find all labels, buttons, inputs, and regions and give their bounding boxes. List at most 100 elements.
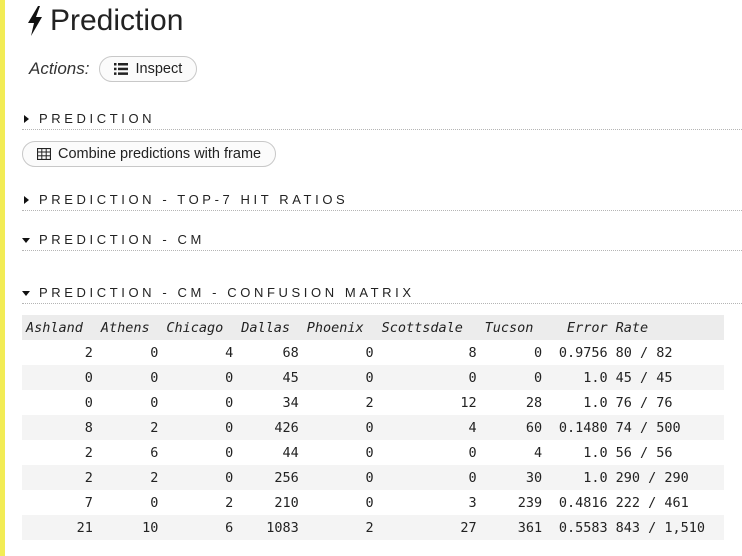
actions-label: Actions:	[29, 59, 90, 78]
table-cell: 6	[150, 444, 159, 461]
table-cell: 1.0	[546, 365, 612, 390]
table-cell: 239	[517, 494, 543, 511]
inspect-button-label: Inspect	[135, 61, 183, 77]
table-cell: 0	[365, 494, 374, 511]
table-row: 2 6 0 44 0 0 4 1.0 56 / 56	[22, 440, 724, 465]
page-title-text: Prediction	[50, 4, 184, 37]
section-prediction-label: PREDICTION	[39, 111, 156, 126]
table-cell: 21	[22, 515, 97, 540]
column-header-tucson: Tucson	[480, 315, 547, 340]
combine-predictions-label: Combine predictions with frame	[58, 146, 262, 162]
section-prediction[interactable]: PREDICTION	[22, 111, 742, 130]
combine-predictions-button[interactable]: Combine predictions with frame	[22, 141, 277, 167]
inspect-button[interactable]: Inspect	[99, 56, 198, 82]
table-cell: 45 / 45	[611, 365, 724, 390]
table-cell: 0	[365, 344, 374, 361]
table-cell: 6	[162, 515, 238, 540]
table-cell: 0	[162, 465, 238, 490]
table-cell: 0	[302, 465, 378, 490]
table-cell: 0	[162, 365, 238, 390]
list-icon	[114, 63, 129, 75]
table-cell: 0.5583	[546, 515, 612, 540]
section-confusion-matrix[interactable]: PREDICTION - CM - CONFUSION MATRIX	[22, 285, 742, 304]
table-cell: 2	[302, 515, 378, 540]
page-title: Prediction	[26, 4, 183, 38]
caret-down-icon	[22, 290, 30, 296]
table-cell: 0	[302, 365, 378, 390]
table-cell: 60	[480, 415, 547, 440]
table-cell: 1083	[237, 515, 303, 540]
caret-right-icon	[24, 195, 29, 204]
table-cell: 8	[468, 344, 477, 361]
table-cell: 2	[96, 415, 163, 440]
table-cell: 68	[282, 344, 299, 361]
table-cell: 0	[162, 415, 238, 440]
column-header-dallas: Dallas	[237, 315, 303, 340]
table-cell: 1.0	[583, 444, 608, 461]
table-cell: 0	[480, 365, 547, 390]
table-cell: 28	[525, 394, 543, 411]
table-cell: 8	[22, 415, 97, 440]
section-prediction-cm[interactable]: PREDICTION - CM	[22, 232, 742, 251]
table-cell: 361	[480, 515, 547, 540]
table-cell: 0	[96, 365, 163, 390]
table-row: 7 0 2 210 0 3 239 0.4816 222 / 461	[22, 490, 724, 515]
table-cell: 0	[225, 394, 234, 411]
caret-down-icon	[22, 237, 30, 243]
section-top7-hit-ratios[interactable]: PREDICTION - TOP-7 HIT RATIOS	[22, 192, 742, 211]
table-cell: 0	[22, 365, 97, 390]
table-cell: 10	[96, 515, 163, 540]
column-header-athens: Athens	[96, 315, 163, 340]
table-cell: 80 / 82	[615, 344, 673, 361]
table-cell: 290 / 290	[611, 465, 724, 490]
table-cell: 0	[533, 344, 543, 361]
column-header-error: Error	[546, 315, 612, 340]
section-confusion-matrix-label: PREDICTION - CM - CONFUSION MATRIX	[39, 285, 415, 300]
column-header-rate: Rate	[611, 315, 724, 340]
table-cell: 0	[150, 394, 159, 411]
table-cell: 7	[84, 494, 93, 511]
column-header-scottsdale: Scottsdale	[377, 315, 481, 340]
table-cell: 27	[377, 515, 481, 540]
column-header-phoenix: Phoenix	[302, 315, 378, 340]
table-cell: 4	[533, 444, 543, 461]
section-top7-label: PREDICTION - TOP-7 HIT RATIOS	[39, 192, 349, 207]
section-cm-label: PREDICTION - CM	[39, 232, 205, 247]
table-cell: 0	[225, 444, 234, 461]
table-cell: 56 / 56	[615, 444, 673, 461]
table-cell: 1.0	[583, 394, 608, 411]
table-cell: 222 / 461	[615, 494, 689, 511]
table-cell: 4	[225, 344, 234, 361]
table-cell: 843 / 1,510	[611, 515, 724, 540]
table-cell: 2	[84, 344, 93, 361]
table-cell: 74 / 500	[611, 415, 724, 440]
table-cell: 0	[377, 465, 481, 490]
table-cell: 2	[84, 444, 93, 461]
table-cell: 12	[460, 394, 477, 411]
left-accent-bar	[0, 0, 5, 556]
table-cell: 2	[96, 465, 163, 490]
table-grid-icon	[37, 148, 51, 160]
table-cell: 0	[302, 415, 378, 440]
table-cell: 34	[282, 394, 299, 411]
table-cell: 426	[237, 415, 303, 440]
table-row: 2 0 4 68 0 8 0 0.9756 80 / 82	[22, 340, 724, 365]
table-cell: 0	[150, 494, 159, 511]
table-row: 0 0 0 34 2 12 28 1.0 76 / 76	[22, 390, 724, 415]
table-cell: 256	[237, 465, 303, 490]
table-cell: 0	[468, 444, 477, 461]
table-cell: 2	[22, 465, 97, 490]
table-cell: 1.0	[546, 465, 612, 490]
table-row: 2 2 0 256 0 0 30 1.0 290 / 290	[22, 465, 724, 490]
lightning-bolt-icon	[28, 6, 42, 36]
table-cell: 210	[274, 494, 299, 511]
table-cell: 2	[225, 494, 234, 511]
actions-bar: Actions: Inspect	[29, 56, 198, 82]
caret-right-icon	[24, 114, 29, 123]
table-cell: 76 / 76	[615, 394, 673, 411]
table-cell: 0	[377, 365, 481, 390]
table-cell: 2	[365, 394, 374, 411]
table-cell: 0	[365, 444, 374, 461]
table-cell: 45	[237, 365, 303, 390]
table-row: 8 2 0 426 0 4 60 0.1480 74 / 500	[22, 415, 724, 440]
